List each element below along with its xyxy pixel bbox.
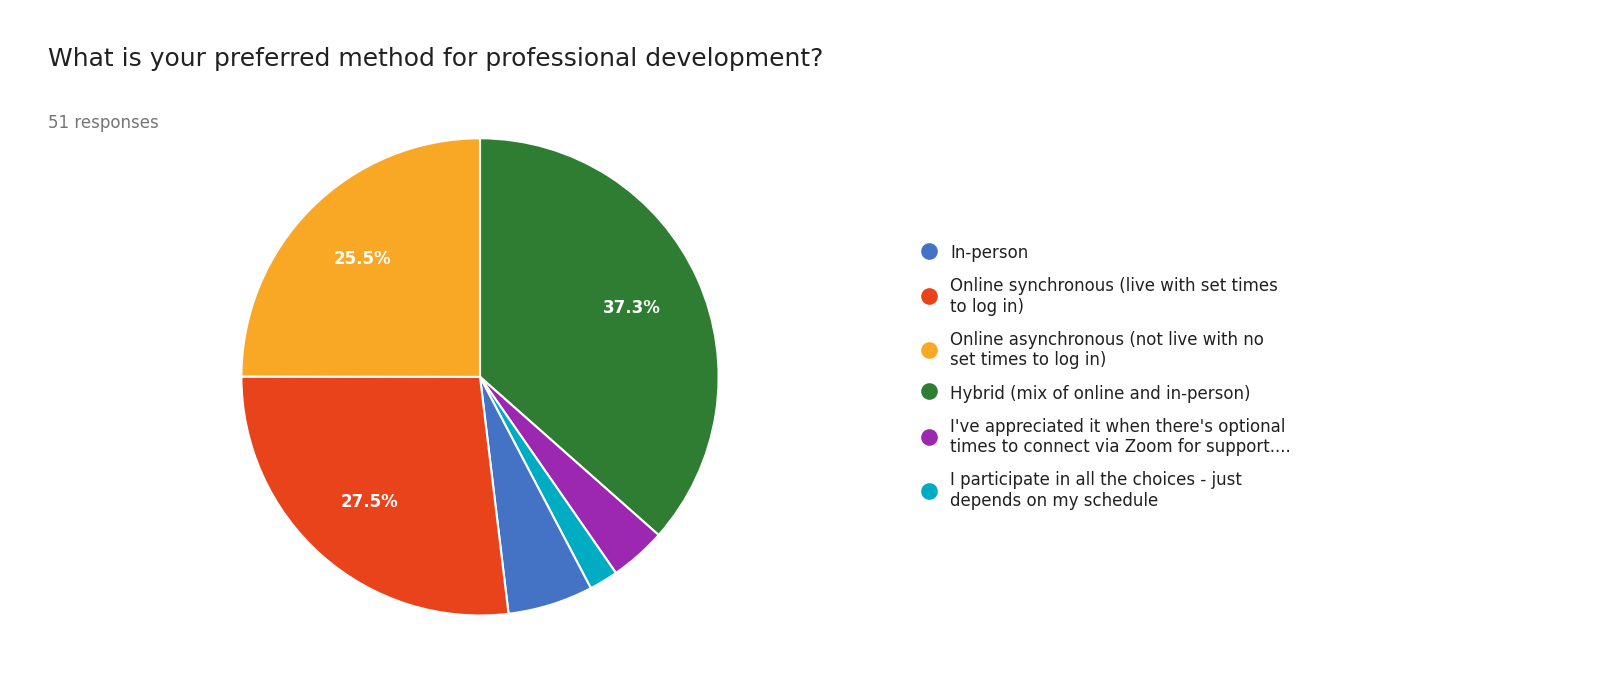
- Wedge shape: [242, 376, 509, 616]
- Wedge shape: [480, 377, 590, 614]
- Text: What is your preferred method for professional development?: What is your preferred method for profes…: [48, 47, 824, 71]
- Text: 27.5%: 27.5%: [341, 493, 398, 511]
- Legend: In-person, Online synchronous (live with set times
to log in), Online asynchrono: In-person, Online synchronous (live with…: [920, 244, 1291, 510]
- Text: 51 responses: 51 responses: [48, 114, 158, 133]
- Wedge shape: [242, 138, 480, 377]
- Text: 37.3%: 37.3%: [603, 299, 661, 317]
- Wedge shape: [480, 377, 659, 573]
- Wedge shape: [480, 377, 616, 588]
- Wedge shape: [480, 138, 718, 535]
- Text: 25.5%: 25.5%: [333, 250, 390, 268]
